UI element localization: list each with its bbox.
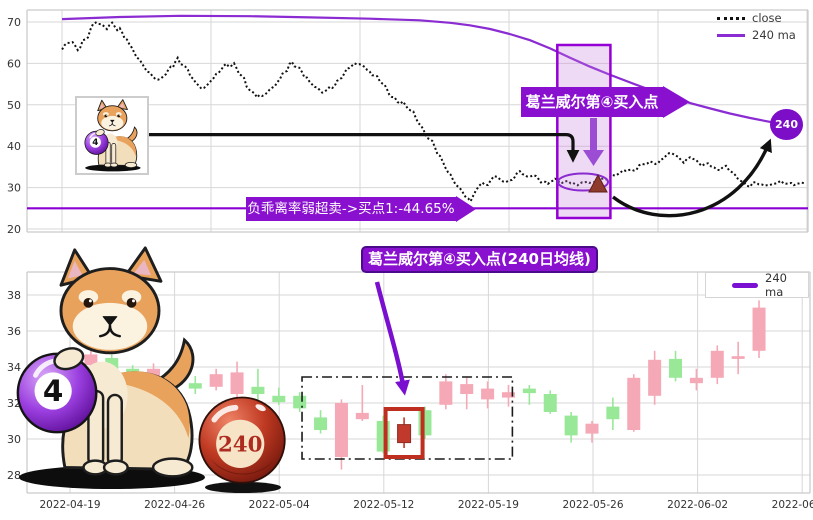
candle-body [564,415,578,436]
legend-item-240ma: 240 ma [703,28,809,42]
candle-body [585,423,599,434]
bottom-title-banner: 葛兰威尔第④买入点(240日均线) [361,246,598,273]
candle-body [314,417,328,430]
candle-body [752,307,766,351]
recovery-curve-arrow [611,138,772,218]
buy-candle-highlight-box [383,407,425,459]
candle-body [627,377,641,430]
candle-body [188,383,202,389]
candle-body [147,368,161,378]
buy-triangle-marker [588,173,608,193]
bottom-legend-label: 240 ma [765,271,787,299]
legend-label-close: close [752,11,782,25]
candle-body [689,377,703,384]
ball-4-number: 4 [43,374,63,408]
top-y-tick-label: 70 [7,16,21,29]
top-y-tick-label: 30 [7,182,21,195]
candle-body [669,358,683,378]
black-elbow-arrow [149,133,580,163]
bottom-x-tick-label: 2022-05-26 [562,499,623,511]
candle-body [648,359,662,396]
top-y-tick-label: 20 [7,223,21,236]
bottom-y-tick-label: 30 [7,433,21,446]
low-point-ellipse [557,172,609,192]
candle-body [84,354,98,366]
bottom-y-tick-label: 36 [7,325,21,338]
bottom-y-tick-label: 38 [7,289,21,302]
bottom-y-tick-label: 34 [7,361,21,374]
top-y-tick-label: 40 [7,140,21,153]
candle-body [355,412,369,420]
candle-body [418,410,432,436]
bottom-legend: 240 ma [705,271,809,299]
ball-4-number: 4 [92,138,98,148]
bottom-x-tick-label: 2022-06-02 [667,499,728,511]
candle-body [272,395,286,403]
candle-body [501,392,515,398]
candle-body [522,388,536,394]
bottom-x-tick-label: 2022-06-10 [772,499,813,511]
dashed-focus-box [301,376,514,460]
candle-body [105,358,119,369]
ma-240-line [62,14,777,125]
candle-body [293,395,307,409]
candle-body [731,356,745,359]
purple-down-arrow [583,118,604,166]
bottom-x-tick-label: 2022-04-26 [144,499,205,511]
candle-body [209,374,223,387]
candle-body [376,421,390,452]
candle-body [439,381,453,405]
shiba-dog-illustration: 4 [6,246,212,491]
bottom-x-tick-label: 2022-05-12 [353,499,414,511]
candle-body [543,394,557,412]
bottom-x-tick-label: 2022-05-04 [249,499,310,511]
top-y-tick-label: 60 [7,57,21,70]
candle-body [481,388,495,400]
close-price-line [61,21,806,204]
candle-body [230,372,244,394]
candle-body [606,406,620,420]
ma-240-badge: 240 [770,109,803,140]
granville-buy-banner: 葛兰威尔第④买入点 [521,87,663,117]
bottom-x-tick-label: 2022-05-19 [458,499,519,511]
shiba-inset-image: 4 [75,96,149,175]
close-line-swatch-icon [717,16,745,20]
bottom-y-tick-label: 28 [7,469,21,482]
candle-body [460,384,474,394]
candle-body [334,403,348,457]
top-y-tick-label: 50 [7,99,21,112]
shiba-dog-small-icon: 4 [84,99,142,172]
ball-240-number: 240 [218,432,263,457]
top-legend: close 240 ma [703,11,809,42]
ball-240-illustration: 240 [198,396,286,493]
candle-body [710,350,724,378]
title-pointer-arrow [374,281,410,396]
legend-item-close: close [703,11,809,25]
candle-body [251,386,265,394]
legend-label-240ma: 240 ma [752,28,796,42]
ma-thick-swatch-icon [732,282,758,288]
candle-body [397,424,412,444]
ma-line-swatch-icon [717,33,745,37]
oversold-banner: 负乖离率弱超卖->买点1:-44.65% [246,197,456,221]
bottom-x-tick-label: 2022-04-19 [39,499,100,511]
